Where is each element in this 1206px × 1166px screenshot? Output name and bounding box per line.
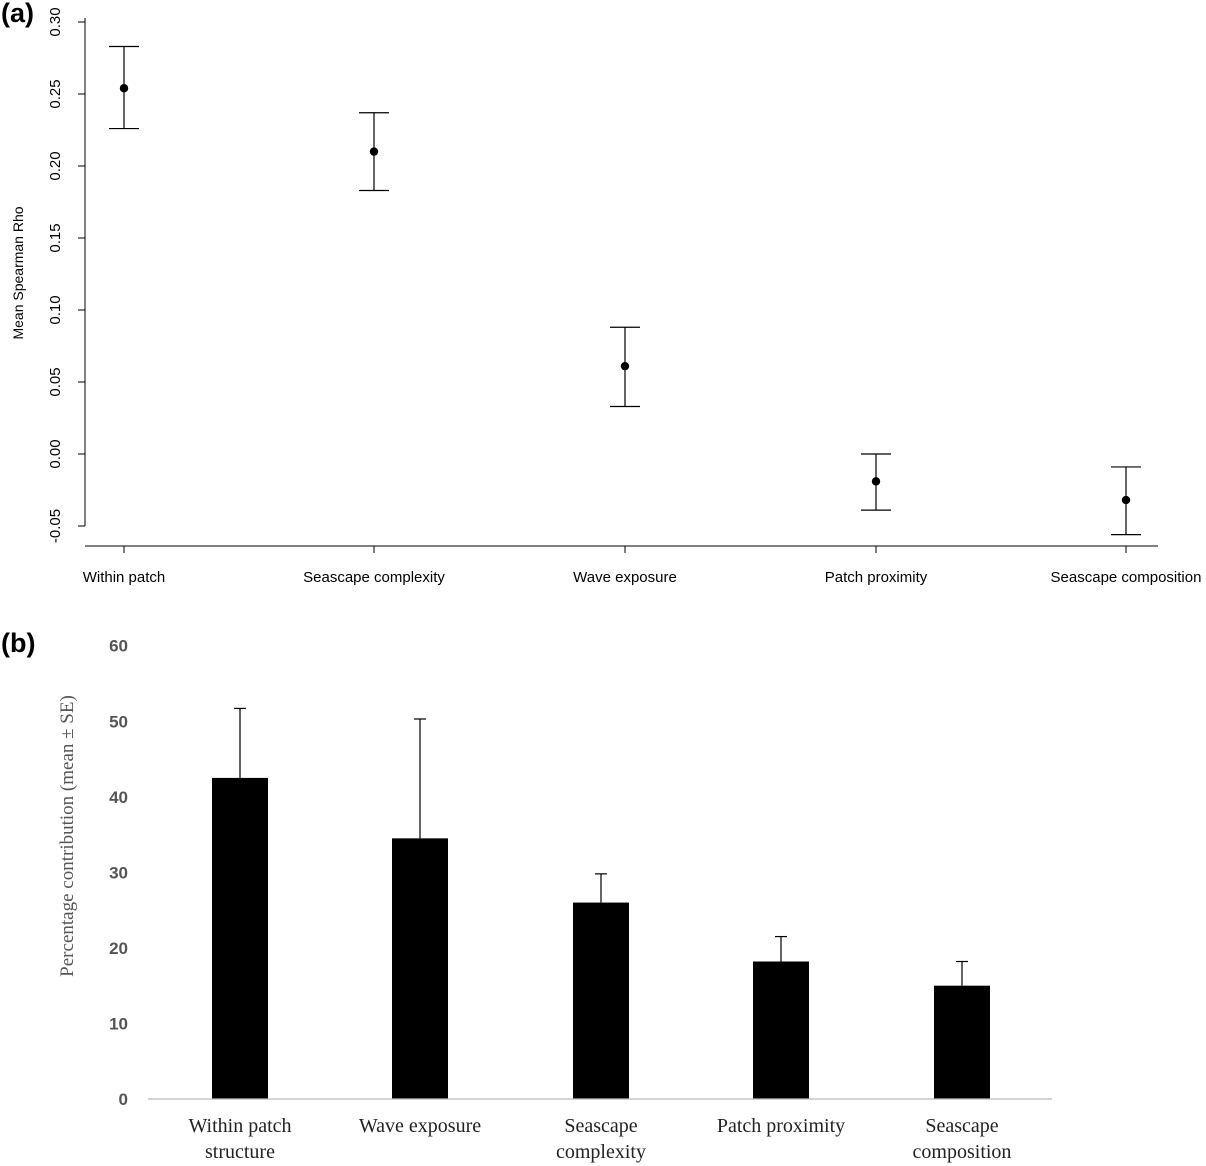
panel-b-bar-group (573, 873, 629, 1099)
panel-b-label: (b) (1, 628, 35, 658)
panel-b-bar-group (753, 935, 809, 1099)
panel-b-x-tick-label-line: composition (913, 1141, 1012, 1163)
panel-b-bar-group (212, 707, 268, 1099)
panel-a-point-group (109, 45, 139, 130)
panel-b-x-tick-label: Within patch structure (188, 1115, 291, 1163)
panel-a-y-tick-label: -0.05 (47, 509, 64, 543)
panel-b-bars (212, 707, 990, 1099)
panel-a-x-tick-label: Within patch (83, 569, 166, 586)
panel-a-x-tick-label: Wave exposure (573, 569, 677, 586)
panel-b-y-axis: 0 10 20 30 40 50 60 (109, 637, 128, 1109)
panel-b-y-tick-label: 60 (109, 637, 128, 656)
bar (934, 985, 990, 1099)
panel-b-x-tick-label-line: structure (205, 1141, 275, 1163)
data-point (620, 361, 630, 371)
panel-a-y-tick-label: 0.15 (47, 223, 64, 252)
panel-a-x-tick-label: Seascape complexity (303, 569, 445, 586)
panel-a-point-group (1111, 466, 1141, 536)
panel-b-x-tick-label-line: Seascape (925, 1115, 998, 1137)
data-point (369, 147, 379, 156)
data-point (871, 477, 881, 486)
panel-a: (a) -0.05 0.00 0.05 0.10 0.15 0.20 0.25 0.30 Wi… (1, 0, 1201, 586)
panel-b-x-tick-label-line: complexity (556, 1141, 646, 1163)
panel-b-x-tick-label-line: Within patch (188, 1115, 291, 1137)
panel-a-points (109, 45, 1141, 536)
panel-a-point-group (359, 112, 389, 192)
panel-b-x-tick-label: Seascape composition (913, 1115, 1012, 1163)
panel-a-y-tick-label: 0.25 (47, 79, 64, 108)
panel-a-point-group (610, 326, 640, 408)
data-point (119, 84, 129, 93)
panel-b-bar-group (392, 718, 448, 1099)
bar (573, 902, 629, 1099)
panel-b-y-axis-label: Percentage contribution (mean ± SE) (57, 695, 78, 977)
bar (212, 777, 268, 1099)
panel-b-y-tick-label: 40 (109, 788, 128, 807)
panel-a-y-tick-label: 0.10 (47, 295, 64, 324)
panel-b-bar-group (934, 960, 990, 1099)
panel-a-x-tick-label: Seascape composition (1051, 569, 1202, 586)
panel-b-x-tick-label-line: Wave exposure (359, 1115, 481, 1137)
panel-b-x-axis: Within patch structure Wave exposure Seasca… (148, 1098, 1052, 1163)
panel-b-x-tick-label: Seascape complexity (556, 1115, 646, 1163)
panel-a-y-tick-label: 0.30 (47, 7, 64, 36)
panel-b-y-tick-label: 0 (119, 1090, 128, 1109)
bar (753, 961, 809, 1099)
panel-a-point-group (861, 453, 891, 511)
panel-b-x-tick-label-line: Patch proximity (717, 1115, 845, 1137)
panel-a-y-tick-label: 0.00 (47, 439, 64, 468)
panel-a-y-tick-label: 0.20 (47, 151, 64, 180)
panel-a-y-axis-label: Mean Spearman Rho (10, 206, 26, 339)
data-point (1121, 495, 1131, 505)
bar (392, 838, 448, 1099)
panel-b-y-tick-label: 10 (109, 1014, 128, 1033)
panel-b-x-tick-label: Patch proximity (717, 1115, 845, 1137)
panel-a-x-axis: Within patch Seascape complexity Wave expo… (83, 545, 1202, 586)
panel-a-label: (a) (1, 0, 34, 28)
panel-b-x-tick-label-line: Seascape (564, 1115, 637, 1137)
panel-a-y-axis: -0.05 0.00 0.05 0.10 0.15 0.20 0.25 0.30 (47, 7, 86, 543)
panel-b-y-tick-label: 30 (109, 863, 128, 882)
panel-b-y-tick-label: 20 (109, 939, 128, 958)
panel-a-x-tick-label: Patch proximity (825, 569, 928, 586)
panel-a-y-tick-label: 0.05 (47, 367, 64, 396)
panel-b-y-tick-label: 50 (109, 712, 128, 731)
panel-b-x-tick-label: Wave exposure (359, 1115, 481, 1137)
